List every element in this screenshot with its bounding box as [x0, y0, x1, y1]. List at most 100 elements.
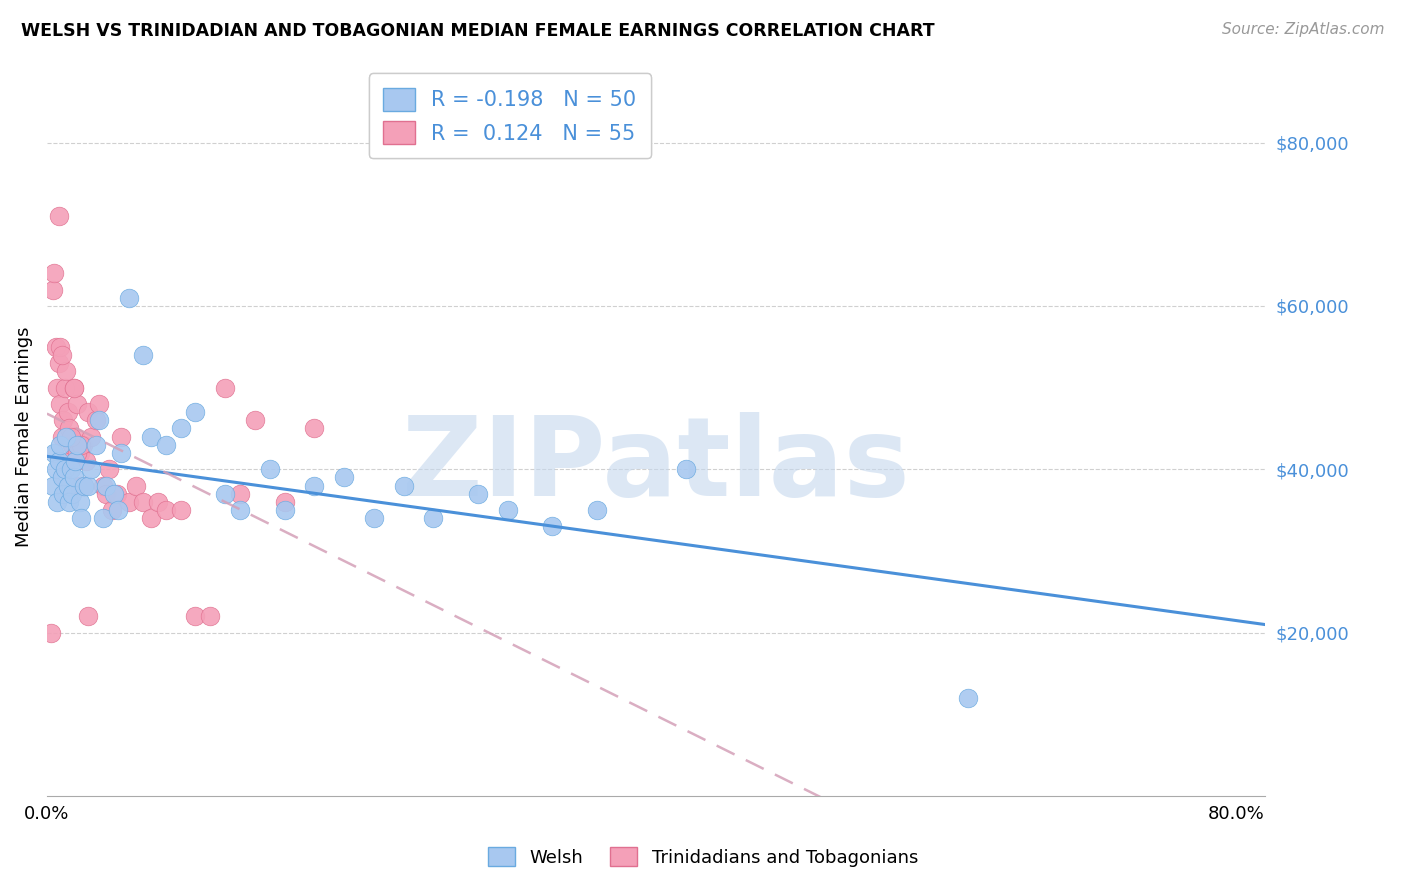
Point [148, 495, 170, 509]
Point [93, 511, 115, 525]
Point [49, 438, 72, 452]
Point [44, 266, 66, 280]
Point [139, 429, 162, 443]
Point [51, 470, 73, 484]
Point [117, 291, 139, 305]
Point [96, 487, 118, 501]
Point [259, 462, 281, 476]
Text: Source: ZipAtlas.com: Source: ZipAtlas.com [1222, 22, 1385, 37]
Point [60, 438, 83, 452]
Point [62, 381, 84, 395]
Point [58, 495, 80, 509]
Point [53, 381, 76, 395]
Point [93, 478, 115, 492]
Point [48, 356, 70, 370]
Point [63, 429, 86, 443]
Point [169, 503, 191, 517]
Point [229, 503, 252, 517]
Point [304, 478, 326, 492]
Point [363, 511, 385, 525]
Point [62, 470, 84, 484]
Legend: Welsh, Trinidadians and Tobagonians: Welsh, Trinidadians and Tobagonians [481, 840, 925, 874]
Point [155, 438, 177, 452]
Point [46, 381, 69, 395]
Point [65, 446, 87, 460]
Point [467, 487, 489, 501]
Text: ZIPatlas: ZIPatlas [402, 412, 910, 519]
Point [87, 413, 110, 427]
Point [48, 454, 70, 468]
Point [214, 487, 236, 501]
Point [75, 454, 97, 468]
Point [42, 283, 65, 297]
Point [59, 454, 82, 468]
Point [304, 421, 326, 435]
Point [55, 364, 77, 378]
Point [60, 487, 83, 501]
Point [243, 413, 266, 427]
Point [273, 495, 295, 509]
Point [110, 446, 132, 460]
Point [273, 503, 295, 517]
Point [957, 690, 980, 705]
Point [77, 478, 100, 492]
Point [125, 478, 148, 492]
Point [214, 381, 236, 395]
Point [46, 495, 69, 509]
Point [117, 495, 139, 509]
Point [72, 438, 94, 452]
Point [63, 454, 86, 468]
Point [55, 429, 77, 443]
Point [96, 478, 118, 492]
Point [110, 429, 132, 443]
Point [41, 625, 63, 640]
Point [422, 511, 444, 525]
Point [69, 446, 91, 460]
Point [496, 503, 519, 517]
Point [77, 405, 100, 419]
Point [87, 397, 110, 411]
Point [139, 511, 162, 525]
Point [107, 503, 129, 517]
Point [70, 438, 93, 452]
Point [77, 609, 100, 624]
Point [65, 438, 87, 452]
Point [53, 462, 76, 476]
Point [80, 462, 103, 476]
Point [73, 478, 96, 492]
Point [675, 462, 697, 476]
Point [70, 511, 93, 525]
Legend: R = -0.198   N = 50, R =  0.124   N = 55: R = -0.198 N = 50, R = 0.124 N = 55 [368, 73, 651, 159]
Point [333, 470, 356, 484]
Point [69, 478, 91, 492]
Point [51, 348, 73, 362]
Point [62, 381, 84, 395]
Point [80, 429, 103, 443]
Point [101, 503, 124, 517]
Point [200, 609, 222, 624]
Point [169, 421, 191, 435]
Point [44, 446, 66, 460]
Point [132, 495, 155, 509]
Point [45, 340, 67, 354]
Point [45, 462, 67, 476]
Point [392, 478, 415, 492]
Point [541, 519, 564, 533]
Y-axis label: Median Female Earnings: Median Female Earnings [15, 326, 32, 547]
Point [59, 462, 82, 476]
Point [73, 478, 96, 492]
Point [59, 429, 82, 443]
Point [98, 462, 121, 476]
Point [84, 413, 107, 427]
Point [42, 478, 65, 492]
Point [155, 503, 177, 517]
Point [105, 487, 128, 501]
Text: WELSH VS TRINIDADIAN AND TOBAGONIAN MEDIAN FEMALE EARNINGS CORRELATION CHART: WELSH VS TRINIDADIAN AND TOBAGONIAN MEDI… [21, 22, 935, 40]
Point [103, 487, 125, 501]
Point [69, 495, 91, 509]
Point [48, 209, 70, 223]
Point [56, 405, 79, 419]
Point [52, 487, 75, 501]
Point [49, 340, 72, 354]
Point [56, 478, 79, 492]
